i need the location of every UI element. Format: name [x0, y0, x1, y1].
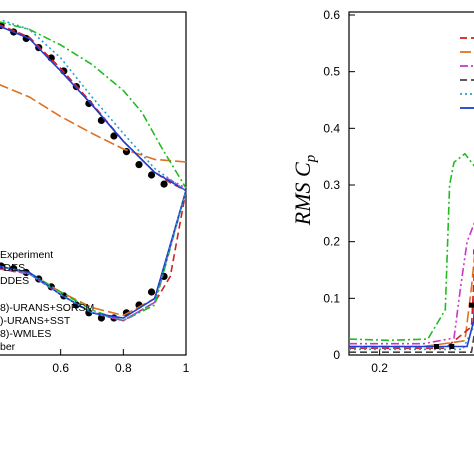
left-series-line-upper [0, 18, 187, 192]
left-series-line-upper [0, 25, 187, 192]
left-legend-entry: 8)-URANS+SORSM [0, 302, 94, 314]
right-y-tick-label: 0.4 [323, 121, 340, 135]
rms-marker [449, 344, 455, 349]
right-series-line [348, 152, 474, 342]
rms-marker [469, 302, 474, 308]
left-series-line-upper [0, 83, 187, 163]
right-y-axis-label: RMS Cp [290, 154, 319, 226]
right-y-ticks: 0 0.1 0.2 0.3 0.4 0.5 0.6 [323, 8, 355, 362]
right-y-tick-label: 0.1 [323, 291, 340, 305]
experiment-marker [147, 288, 156, 296]
left-x-tick-label: 0.8 [115, 361, 132, 375]
experiment-marker [110, 132, 118, 140]
left-legend-entry: )-URANS+SST [0, 315, 71, 327]
left-legend-entry: -DES [0, 262, 25, 274]
right-chart-panel: RMS Cp 0 0.1 0.2 0.3 0.4 0.5 0.6 0.2 [290, 8, 474, 375]
experiment-marker [147, 171, 156, 179]
left-series-line-lower [0, 190, 187, 322]
right-series-line [349, 262, 474, 350]
left-plot-frame [0, 11, 187, 356]
left-series-line-upper [0, 24, 187, 192]
right-series-line [349, 305, 474, 351]
left-legend-entry: ber [0, 341, 16, 353]
right-x-tick-label: 0.2 [371, 361, 388, 375]
right-y-tick-label: 0 [333, 348, 340, 362]
right-y-tick-label: 0.5 [323, 65, 340, 79]
experiment-marker [160, 180, 168, 188]
left-series-group [0, 18, 187, 322]
right-y-tick-label: 0.2 [323, 235, 340, 249]
left-series-line-upper [0, 21, 187, 189]
left-legend-entry: Experiment [0, 249, 53, 261]
experiment-marker [85, 309, 93, 317]
left-x-tick-label: 1 [183, 361, 190, 375]
right-y-tick-label: 0.3 [323, 178, 340, 192]
left-x-ticks: 0.6 0.8 1 [52, 349, 190, 375]
right-series-line [349, 221, 474, 345]
experiment-marker [135, 161, 143, 169]
right-series-line [349, 330, 474, 354]
right-y-tick-label: 0.6 [323, 8, 340, 22]
left-legend-entry: 8)-WMLES [0, 328, 51, 340]
right-legend [460, 37, 474, 109]
right-plot-frame [348, 11, 474, 356]
left-legend-entry: DDES [0, 275, 29, 287]
left-x-tick-label: 0.6 [52, 361, 69, 375]
right-series-group [348, 152, 474, 354]
rms-marker [434, 344, 439, 349]
